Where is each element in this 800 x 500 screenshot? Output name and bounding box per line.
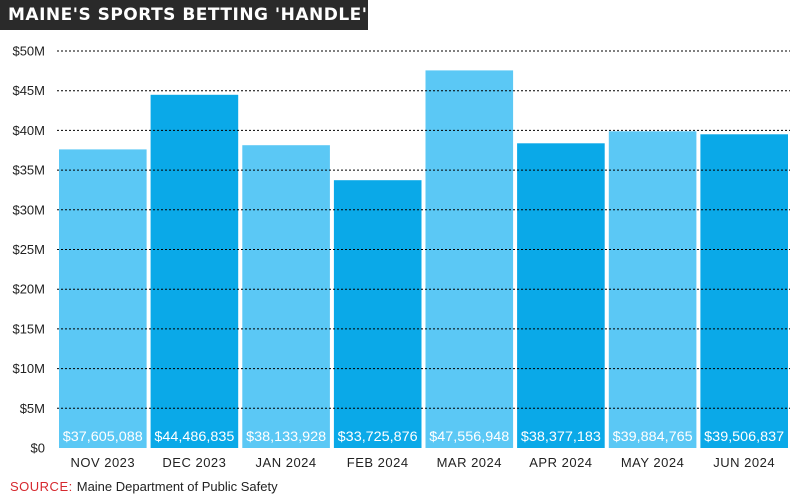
x-tick-label: NOV 2023 (70, 455, 135, 470)
bar (59, 149, 147, 448)
y-tick-label: $20M (12, 282, 45, 297)
y-axis-ticks: $0 $5M $10M $15M $20M $25M $30M $35M $40M $45M $50… (12, 44, 45, 456)
value-label: $38,133,928 (246, 428, 326, 444)
y-tick-label: $5M (20, 401, 45, 416)
x-axis-labels: NOV 2023 DEC 2023 JAN 2024 FEB 2024 MAR 2024… (70, 455, 775, 470)
x-tick-label: JAN 2024 (256, 455, 317, 470)
value-label: $44,486,835 (154, 428, 234, 444)
y-tick-label: $35M (12, 163, 45, 178)
value-label: $37,605,088 (63, 428, 143, 444)
value-label: $39,506,837 (704, 428, 784, 444)
source-label: SOURCE: (10, 479, 73, 494)
y-tick-label: $50M (12, 44, 45, 59)
y-tick-label: $15M (12, 321, 45, 336)
bar (333, 180, 422, 448)
y-tick-label: $40M (12, 123, 45, 138)
value-label: $38,377,183 (521, 428, 601, 444)
source-text: Maine Department of Public Safety (76, 479, 278, 494)
bar (425, 70, 514, 449)
value-labels: $37,605,088 $44,486,835 $38,133,928 $33,725… (63, 428, 785, 444)
y-tick-label: $30M (12, 202, 45, 217)
bar (700, 134, 788, 449)
bar (517, 143, 605, 449)
x-tick-label: DEC 2023 (162, 455, 226, 470)
y-tick-label: $45M (12, 83, 45, 98)
x-tick-label: FEB 2024 (347, 455, 409, 470)
value-label: $33,725,876 (338, 428, 418, 444)
bar-chart: $0 $5M $10M $15M $20M $25M $30M $35M $40M $45M $50… (12, 44, 790, 470)
x-tick-label: MAR 2024 (437, 455, 502, 470)
chart-title: MAINE'S SPORTS BETTING 'HANDLE' (0, 0, 368, 30)
x-tick-label: JUN 2024 (713, 455, 775, 470)
bars (59, 70, 788, 449)
source-note: SOURCE: Maine Department of Public Safety (10, 479, 278, 494)
y-tick-label: $25M (12, 242, 45, 257)
value-label: $47,556,948 (429, 428, 509, 444)
bar (242, 145, 330, 448)
x-tick-label: APR 2024 (529, 455, 592, 470)
bar (150, 94, 239, 449)
value-label: $39,884,765 (613, 428, 693, 444)
y-tick-label: $10M (12, 361, 45, 376)
y-tick-label: $0 (31, 441, 45, 456)
x-tick-label: MAY 2024 (621, 455, 685, 470)
